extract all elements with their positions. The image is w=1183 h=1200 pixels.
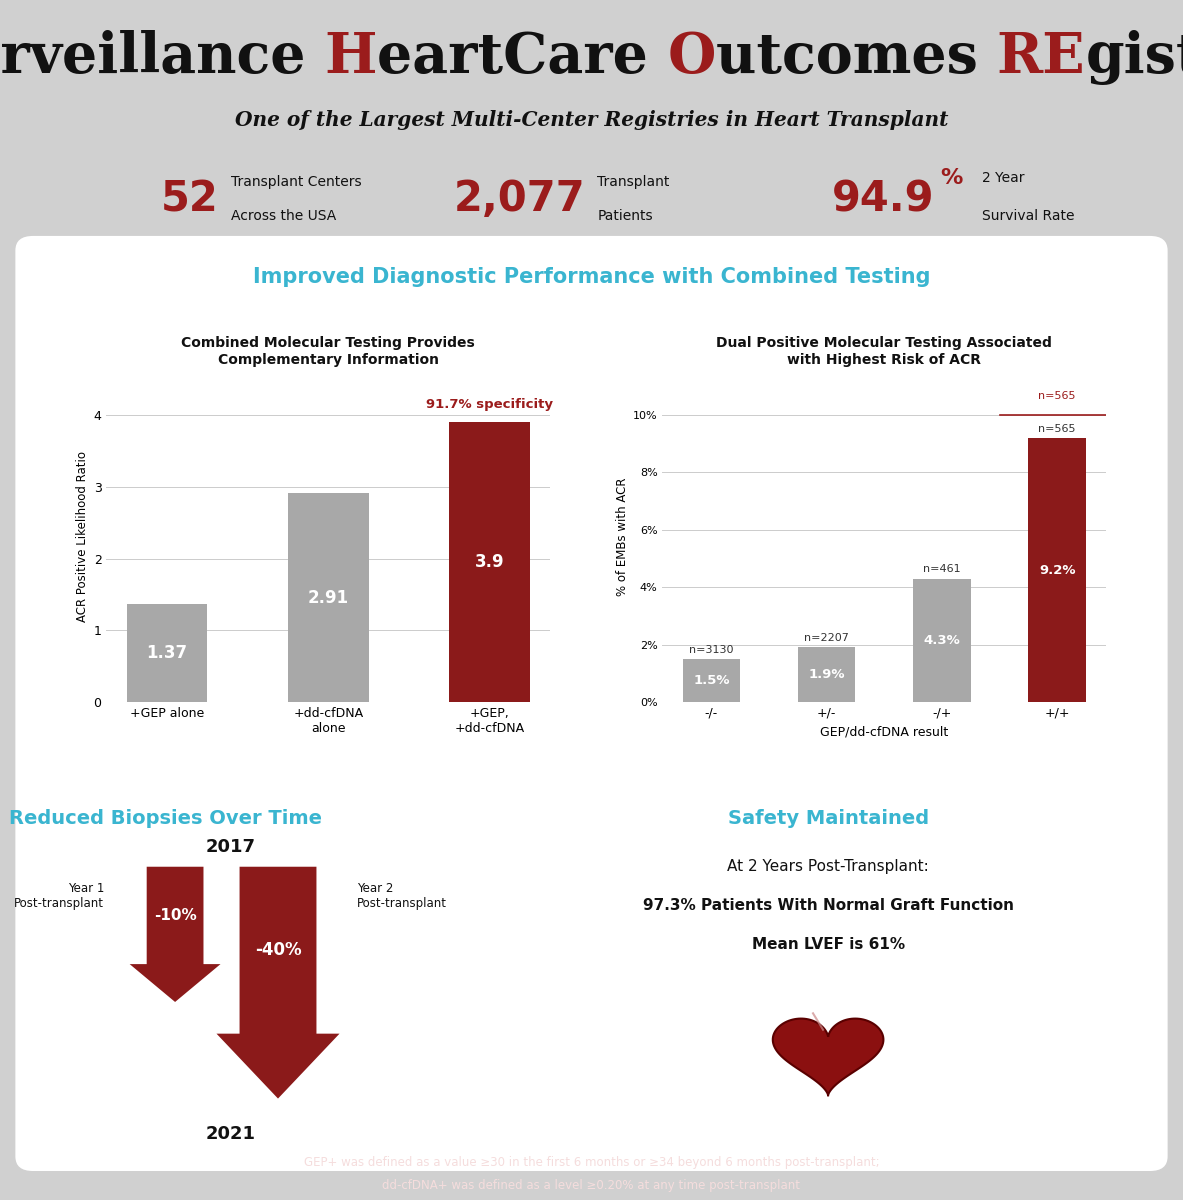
Bar <box>1028 438 1086 702</box>
Text: n=2207: n=2207 <box>804 634 849 643</box>
Text: 52: 52 <box>161 178 219 221</box>
Text: 94.9: 94.9 <box>832 178 935 221</box>
Text: At 2 Years Post-Transplant:: At 2 Years Post-Transplant: <box>728 859 929 875</box>
Text: utcomes: utcomes <box>716 30 997 85</box>
Text: 2,077: 2,077 <box>454 178 586 221</box>
Text: %: % <box>940 168 963 187</box>
Text: 2017: 2017 <box>206 839 256 857</box>
Bar <box>913 578 971 702</box>
Title: Combined Molecular Testing Provides
Complementary Information: Combined Molecular Testing Provides Comp… <box>181 336 476 367</box>
Text: -10%: -10% <box>154 908 196 923</box>
Bar <box>683 659 741 702</box>
Text: 2.91: 2.91 <box>308 589 349 607</box>
Bar <box>450 422 530 702</box>
Text: 2 Year: 2 Year <box>982 170 1024 185</box>
Text: gistry: gistry <box>1085 30 1183 85</box>
Bar <box>127 604 207 702</box>
Text: Across the USA: Across the USA <box>231 209 336 223</box>
Text: urveillance: urveillance <box>0 30 324 85</box>
Text: Year 2
Post-transplant: Year 2 Post-transplant <box>357 882 447 910</box>
Text: 91.7% specificity: 91.7% specificity <box>426 398 554 412</box>
Text: eartCare: eartCare <box>377 30 667 85</box>
Text: n=3130: n=3130 <box>690 644 733 655</box>
Text: n=565: n=565 <box>1039 391 1075 401</box>
Text: Transplant Centers: Transplant Centers <box>231 175 361 190</box>
Text: 97.3% Patients With Normal Graft Function: 97.3% Patients With Normal Graft Functio… <box>642 898 1014 913</box>
Bar <box>287 493 369 702</box>
X-axis label: GEP/dd-cfDNA result: GEP/dd-cfDNA result <box>820 726 949 738</box>
Text: Mean LVEF is 61%: Mean LVEF is 61% <box>751 936 905 952</box>
Text: Patients: Patients <box>597 209 653 223</box>
Text: RE: RE <box>997 30 1085 85</box>
Y-axis label: % of EMBs with ACR: % of EMBs with ACR <box>616 478 629 596</box>
Text: 1.5%: 1.5% <box>693 674 730 686</box>
FancyBboxPatch shape <box>15 236 1168 1171</box>
Text: Transplant: Transplant <box>597 175 670 190</box>
Text: 4.3%: 4.3% <box>924 634 961 647</box>
Text: O: O <box>667 30 716 85</box>
Text: Year 1
Post-transplant: Year 1 Post-transplant <box>14 882 104 910</box>
Text: dd-cfDNA+ was defined as a level ≥0.20% at any time post-transplant: dd-cfDNA+ was defined as a level ≥0.20% … <box>382 1180 801 1192</box>
Bar <box>797 648 855 702</box>
Text: H: H <box>324 30 377 85</box>
Text: Improved Diagnostic Performance with Combined Testing: Improved Diagnostic Performance with Com… <box>253 268 930 288</box>
Polygon shape <box>130 866 220 1002</box>
Text: GEP+ was defined as a value ≥30 in the first 6 months or ≥34 beyond 6 months pos: GEP+ was defined as a value ≥30 in the f… <box>304 1156 879 1169</box>
Text: 3.9: 3.9 <box>474 553 504 571</box>
Text: Reduced Biopsies Over Time: Reduced Biopsies Over Time <box>9 809 322 828</box>
Text: 9.2%: 9.2% <box>1039 564 1075 576</box>
Text: 1.37: 1.37 <box>147 644 188 662</box>
Title: Dual Positive Molecular Testing Associated
with Highest Risk of ACR: Dual Positive Molecular Testing Associat… <box>717 336 1052 367</box>
Text: One of the Largest Multi-Center Registries in Heart Transplant: One of the Largest Multi-Center Registri… <box>234 110 949 130</box>
Text: n=565: n=565 <box>1039 424 1075 433</box>
Text: 2021: 2021 <box>206 1126 256 1144</box>
Text: -40%: -40% <box>254 941 302 959</box>
Text: n=461: n=461 <box>923 564 961 575</box>
Y-axis label: ACR Positive Likelihood Ratio: ACR Positive Likelihood Ratio <box>77 451 90 623</box>
Text: 1.9%: 1.9% <box>808 668 845 682</box>
Text: Safety Maintained: Safety Maintained <box>728 809 929 828</box>
Polygon shape <box>772 1019 884 1096</box>
Text: Survival Rate: Survival Rate <box>982 209 1074 223</box>
Polygon shape <box>216 866 340 1098</box>
